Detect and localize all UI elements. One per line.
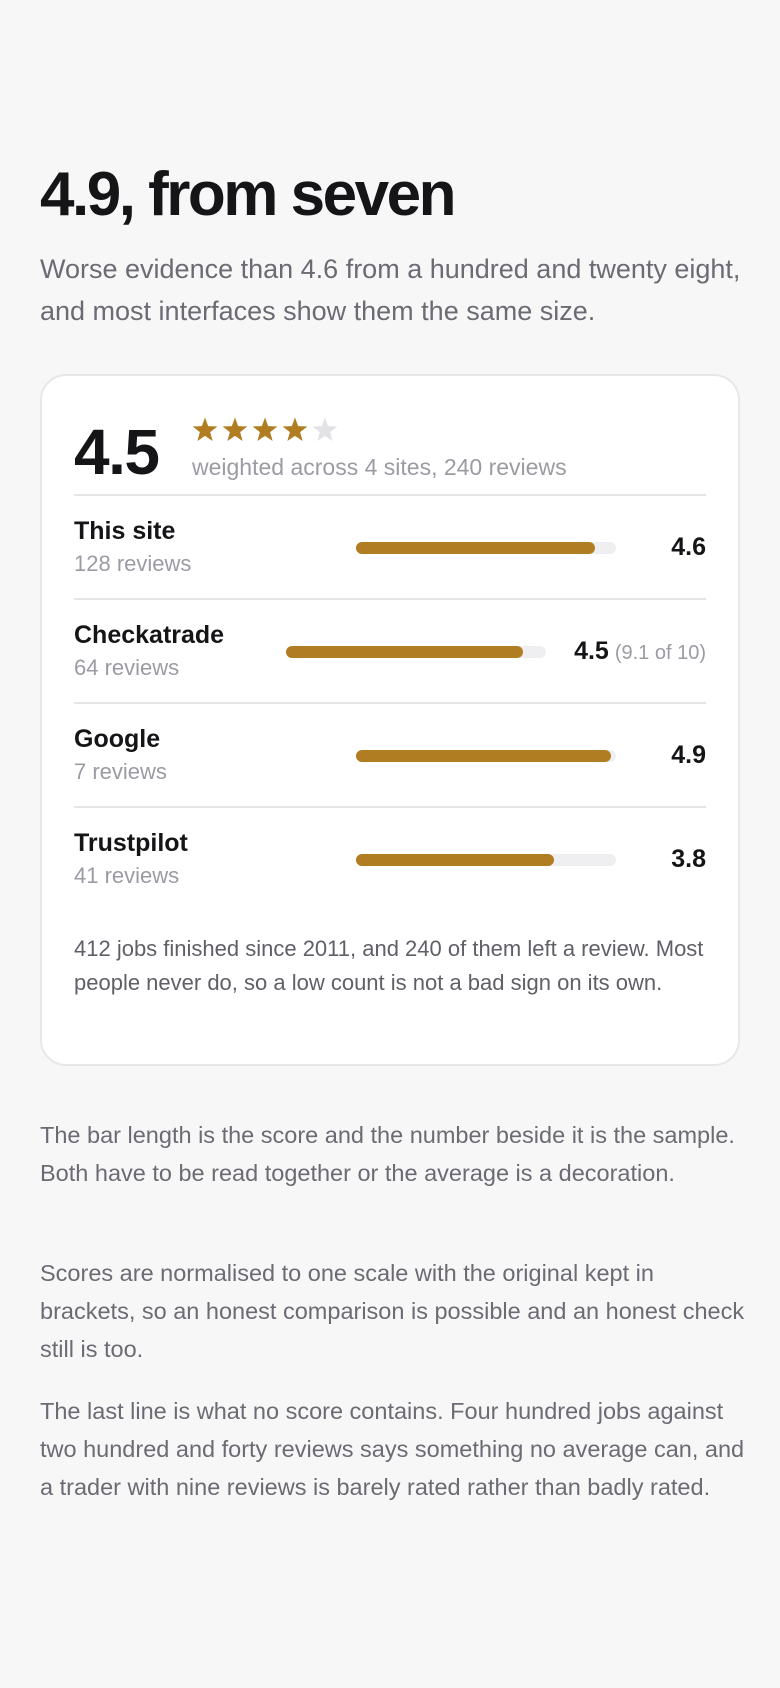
score-bar-fill (286, 646, 523, 658)
source-name: This site (74, 517, 176, 545)
overall-score: 4.5 (74, 416, 160, 488)
divider (74, 702, 706, 704)
star-icon (222, 417, 248, 442)
divider (74, 494, 706, 496)
star-icon (312, 417, 338, 442)
divider (74, 806, 706, 808)
divider (74, 598, 706, 600)
source-name: Google (74, 725, 161, 753)
score-bar-track (356, 854, 616, 866)
rating-summary: 4.5 weighted across 4 sites, 240 reviews (74, 410, 706, 494)
star-icon (192, 417, 218, 442)
star-rating (192, 416, 340, 444)
source-name: Checkatrade (74, 621, 225, 649)
review-count: 64 reviews (74, 655, 180, 680)
score-value: 3.8 (671, 845, 706, 873)
score-bar-track (286, 646, 546, 658)
page-title: 4.9, from seven (40, 160, 456, 229)
source-score: 4.5 (9.1 of 10) (574, 636, 706, 670)
review-count: 7 reviews (74, 759, 167, 784)
explanation-paragraph: The last line is what no score contains.… (40, 1398, 745, 1500)
source-name: Trustpilot (74, 829, 188, 857)
rating-card: 4.5 weighted across 4 sites, 240 reviews… (40, 374, 740, 1066)
score-bar-fill (356, 750, 611, 762)
source-score: 3.8 (671, 844, 706, 878)
source-row-checkatrade: Checkatrade 64 reviews 4.5 (9.1 of 10) (74, 600, 706, 704)
source-score: 4.6 (671, 532, 706, 566)
score-value: 4.9 (671, 741, 706, 769)
page-subtitle: Worse evidence than 4.6 from a hundred a… (40, 254, 741, 326)
original-score: (9.1 of 10) (614, 642, 706, 664)
star-icon (282, 417, 308, 442)
source-score: 4.9 (671, 740, 706, 774)
source-row-google: Google 7 reviews 4.9 (74, 704, 706, 808)
card-footnote: 412 jobs finished since 2011, and 240 of… (74, 936, 704, 995)
review-count: 128 reviews (74, 551, 192, 576)
explanation-paragraph: Scores are normalised to one scale with … (40, 1260, 745, 1362)
explanation-paragraph: The bar length is the score and the numb… (40, 1122, 735, 1186)
score-bar-track (356, 750, 616, 762)
score-bar-fill (356, 542, 596, 554)
source-row-trustpilot: Trustpilot 41 reviews 3.8 (74, 808, 706, 912)
source-row-this-site: This site 128 reviews 4.6 (74, 496, 706, 600)
star-rating-graphic (192, 417, 338, 442)
review-count: 41 reviews (74, 863, 180, 888)
star-icon (252, 417, 278, 442)
score-value: 4.6 (671, 533, 706, 561)
score-bar-track (356, 542, 616, 554)
rating-summary-text: weighted across 4 sites, 240 reviews (192, 454, 567, 480)
score-bar-fill (356, 854, 554, 866)
score-value: 4.5 (574, 637, 609, 665)
